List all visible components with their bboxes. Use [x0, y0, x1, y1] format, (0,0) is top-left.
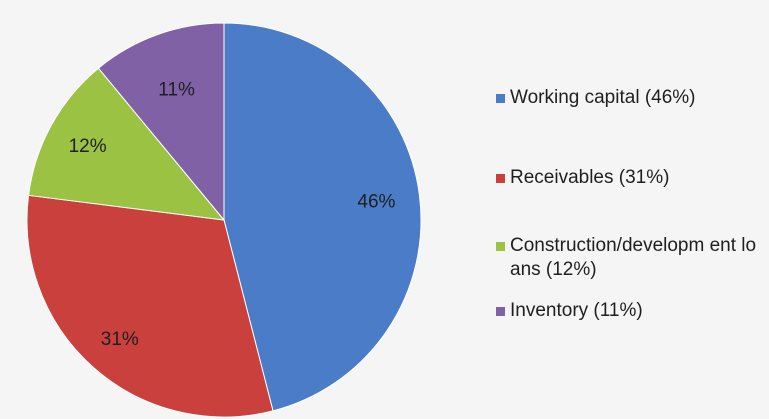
data-label-inventory: 11%: [158, 79, 195, 100]
legend-item-working-capital: Working capital (46%): [496, 86, 762, 110]
data-label-construction-loans: 12%: [69, 136, 107, 157]
legend-label-working-capital: Working capital (46%): [510, 87, 696, 108]
pie-slice-construction-loans: [27, 67, 226, 221]
legend-swatch-working-capital: [496, 94, 505, 103]
data-label-receivables: 31%: [101, 329, 139, 350]
legend-item-construction-loans: Construction/developm ent loans (12%): [496, 234, 762, 282]
legend-swatch-inventory: [496, 307, 505, 316]
legend-swatch-construction-loans: [496, 242, 505, 251]
pie-slice-working-capital: [223, 22, 422, 412]
legend-label-receivables: Receivables (31%): [510, 167, 670, 188]
legend-item-receivables: Receivables (31%): [496, 166, 762, 190]
legend-swatch-receivables: [496, 174, 505, 183]
legend-label-construction-loans: Construction/developm ent loans (12%): [510, 235, 757, 280]
legend-label-inventory: Inventory (11%): [510, 300, 643, 321]
pie-slice-receivables: [26, 194, 274, 418]
legend-item-inventory: Inventory (11%): [496, 299, 762, 323]
pie-slice-inventory: [97, 22, 225, 222]
data-label-working-capital: 46%: [357, 192, 395, 213]
